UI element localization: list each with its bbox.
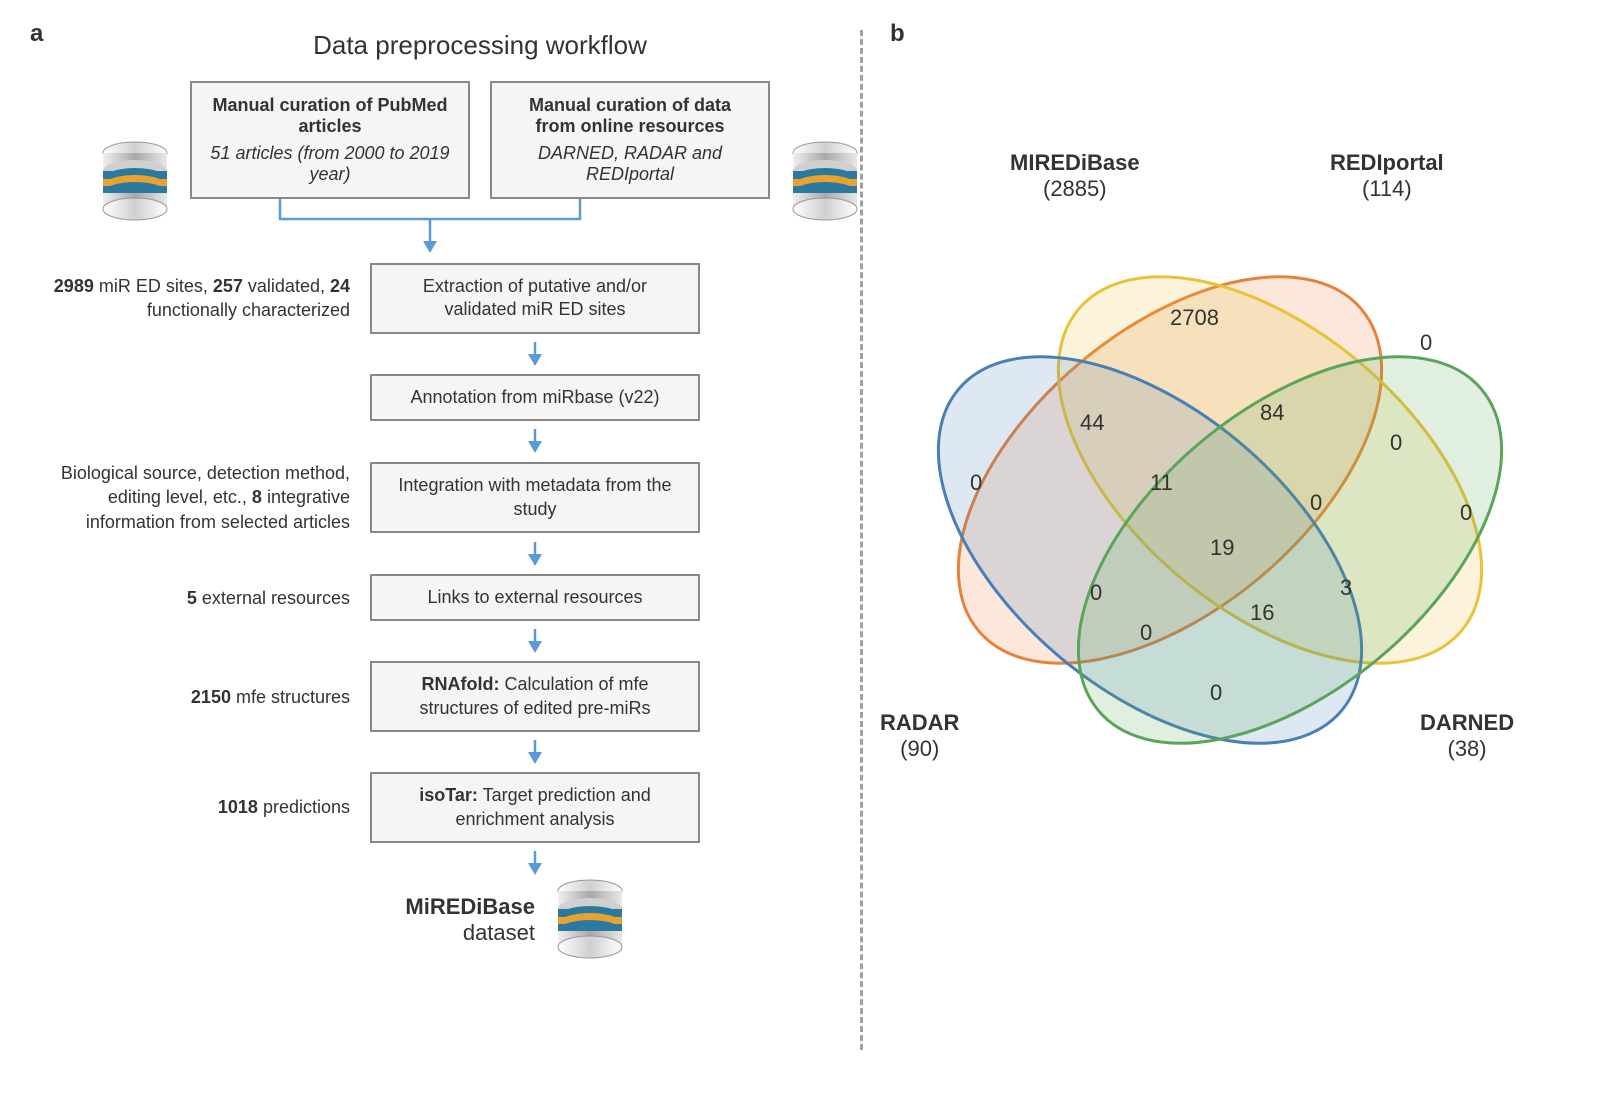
venn-region-count: 11 <box>1150 470 1173 496</box>
workflow-step-box: Links to external resources <box>370 574 700 621</box>
venn-region-count: 0 <box>1310 490 1322 516</box>
source-box-sub: 51 articles (from 2000 to 2019 year) <box>210 143 450 185</box>
final-sub: dataset <box>463 920 535 945</box>
workflow-title: Data preprocessing workflow <box>130 30 830 61</box>
workflow-step: Biological source, detection method, edi… <box>30 461 830 534</box>
venn-set-label: REDIportal(114) <box>1330 150 1444 203</box>
workflow-step: 2989 miR ED sites, 257 validated, 24 fun… <box>30 263 830 334</box>
workflow-steps: 2989 miR ED sites, 257 validated, 24 fun… <box>30 263 830 875</box>
panel-a: Data preprocessing workflow Manual curat… <box>30 30 830 961</box>
venn-region-count: 44 <box>1080 410 1104 436</box>
workflow-step-label: 5 external resources <box>30 586 370 610</box>
venn-region-count: 16 <box>1250 600 1274 626</box>
workflow-step-label: Biological source, detection method, edi… <box>30 461 370 534</box>
venn-set-label: DARNED(38) <box>1420 710 1514 763</box>
venn-set-label: RADAR(90) <box>880 710 959 763</box>
workflow-step: 5 external resourcesLinks to external re… <box>30 574 830 621</box>
source-box-heading: Manual curation of PubMed articles <box>210 95 450 137</box>
final-label: MiREDiBase dataset <box>335 894 535 946</box>
source-box-sub: DARNED, RADAR and REDIportal <box>510 143 750 185</box>
arrow-down-icon <box>370 342 700 366</box>
workflow-step-box: isoTar: Target prediction and enrichment… <box>370 772 700 843</box>
venn-region-count: 2708 <box>1170 305 1219 331</box>
merge-connector <box>130 199 730 255</box>
venn-region-count: 0 <box>1390 430 1402 456</box>
source-box-heading: Manual curation of data from online reso… <box>510 95 750 137</box>
workflow-step: 1018 predictionsisoTar: Target predictio… <box>30 772 830 843</box>
workflow-step-box: Integration with metadata from the study <box>370 462 700 533</box>
workflow-step-label: 1018 predictions <box>30 795 370 819</box>
venn-set-label: MIREDiBase(2885) <box>1010 150 1140 203</box>
arrow-down-icon <box>370 629 700 653</box>
arrow-down-icon <box>370 740 700 764</box>
workflow-step: 2150 mfe structuresRNAfold: Calculation … <box>30 661 830 732</box>
database-icon <box>555 879 625 961</box>
workflow-step-label: 2150 mfe structures <box>30 685 370 709</box>
venn-region-count: 19 <box>1210 535 1234 561</box>
venn-region-count: 0 <box>1460 500 1472 526</box>
workflow-step-box: Annotation from miRbase (v22) <box>370 374 700 421</box>
workflow-step-box: RNAfold: Calculation of mfe structures o… <box>370 661 700 732</box>
workflow-step-box: Extraction of putative and/or validated … <box>370 263 700 334</box>
arrow-down-icon <box>370 851 700 875</box>
panel-b: MIREDiBase(2885) REDIportal(114) RADAR(90)… <box>860 30 1580 961</box>
source-boxes-row: Manual curation of PubMed articles 51 ar… <box>130 81 830 199</box>
venn-region-count: 0 <box>1420 330 1432 356</box>
venn-region-count: 0 <box>1140 620 1152 646</box>
workflow-step: Annotation from miRbase (v22) <box>30 374 830 421</box>
arrow-down-icon <box>370 429 700 453</box>
database-icon <box>790 141 860 223</box>
venn-region-count: 84 <box>1260 400 1284 426</box>
database-icon <box>100 141 170 223</box>
venn-diagram: MIREDiBase(2885) REDIportal(114) RADAR(90)… <box>860 150 1580 850</box>
venn-region-count: 0 <box>1090 580 1102 606</box>
final-name: MiREDiBase <box>335 894 535 920</box>
venn-region-count: 0 <box>970 470 982 496</box>
venn-region-count: 3 <box>1340 575 1352 601</box>
workflow-step-label: 2989 miR ED sites, 257 validated, 24 fun… <box>30 274 370 323</box>
arrow-down-icon <box>370 542 700 566</box>
final-row: MiREDiBase dataset <box>130 879 830 961</box>
source-box-online: Manual curation of data from online reso… <box>490 81 770 199</box>
venn-region-count: 0 <box>1210 680 1222 706</box>
source-box-pubmed: Manual curation of PubMed articles 51 ar… <box>190 81 470 199</box>
